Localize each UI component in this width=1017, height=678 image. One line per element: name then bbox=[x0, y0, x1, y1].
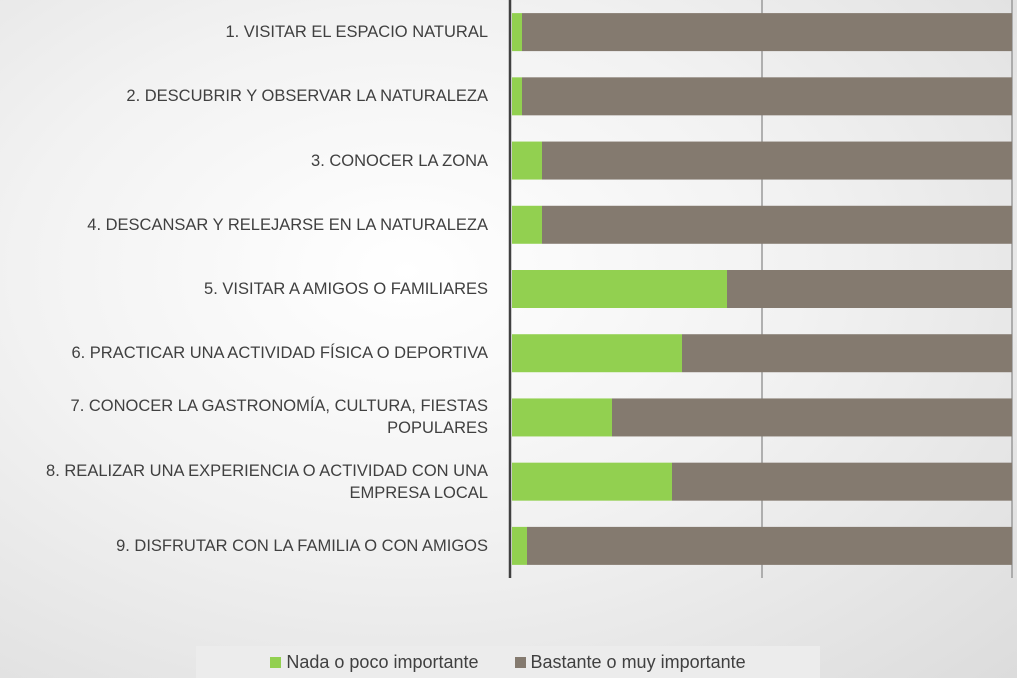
category-label: 2. DESCUBRIR Y OBSERVAR LA NATURALEZA bbox=[126, 87, 488, 106]
bar-segment bbox=[512, 205, 542, 244]
bar-segment bbox=[542, 141, 1012, 180]
bar-segment bbox=[512, 526, 527, 565]
bar-segment bbox=[672, 462, 1012, 501]
bar-segment bbox=[727, 270, 1012, 308]
legend-swatch bbox=[270, 656, 282, 668]
legend: Nada o poco importante Bastante o muy imp… bbox=[196, 646, 820, 678]
legend-label: Bastante o muy importante bbox=[530, 651, 746, 672]
bar-segment bbox=[512, 270, 727, 308]
bar-segment bbox=[527, 526, 1012, 565]
legend-item: Nada o poco importante bbox=[270, 651, 479, 673]
bar-segment bbox=[512, 77, 522, 116]
category-label: 7. CONOCER LA GASTRONOMÍA, CULTURA, FIES… bbox=[70, 397, 488, 438]
bar-segment bbox=[512, 398, 612, 437]
bar-segment bbox=[682, 334, 1012, 373]
bar-segment bbox=[512, 334, 682, 373]
bar-segment bbox=[522, 13, 1012, 52]
bar-segment bbox=[612, 398, 1012, 437]
legend-swatch bbox=[514, 656, 526, 668]
bar-segment bbox=[542, 205, 1012, 244]
category-label: 4. DESCANSAR Y RELEJARSE EN LA NATURALEZ… bbox=[87, 215, 488, 234]
bar-segment bbox=[522, 77, 1012, 116]
legend-label: Nada o poco importante bbox=[286, 651, 479, 672]
category-label: 3. CONOCER LA ZONA bbox=[311, 151, 488, 170]
category-label: 9. DISFRUTAR CON LA FAMILIA O CON AMIGOS bbox=[116, 536, 488, 555]
category-label: 8. REALIZAR UNA EXPERIENCIA O ACTIVIDAD … bbox=[46, 461, 488, 502]
bar-segment bbox=[512, 13, 522, 52]
category-label: 6. PRACTICAR UNA ACTIVIDAD FÍSICA O DEPO… bbox=[71, 344, 488, 363]
category-label: 5. VISITAR A AMIGOS O FAMILIARES bbox=[204, 279, 488, 298]
bar-segment bbox=[512, 462, 672, 501]
category-label: 1. VISITAR EL ESPACIO NATURAL bbox=[225, 23, 488, 42]
legend-item: Bastante o muy importante bbox=[514, 651, 746, 673]
bar-segment bbox=[512, 141, 542, 180]
